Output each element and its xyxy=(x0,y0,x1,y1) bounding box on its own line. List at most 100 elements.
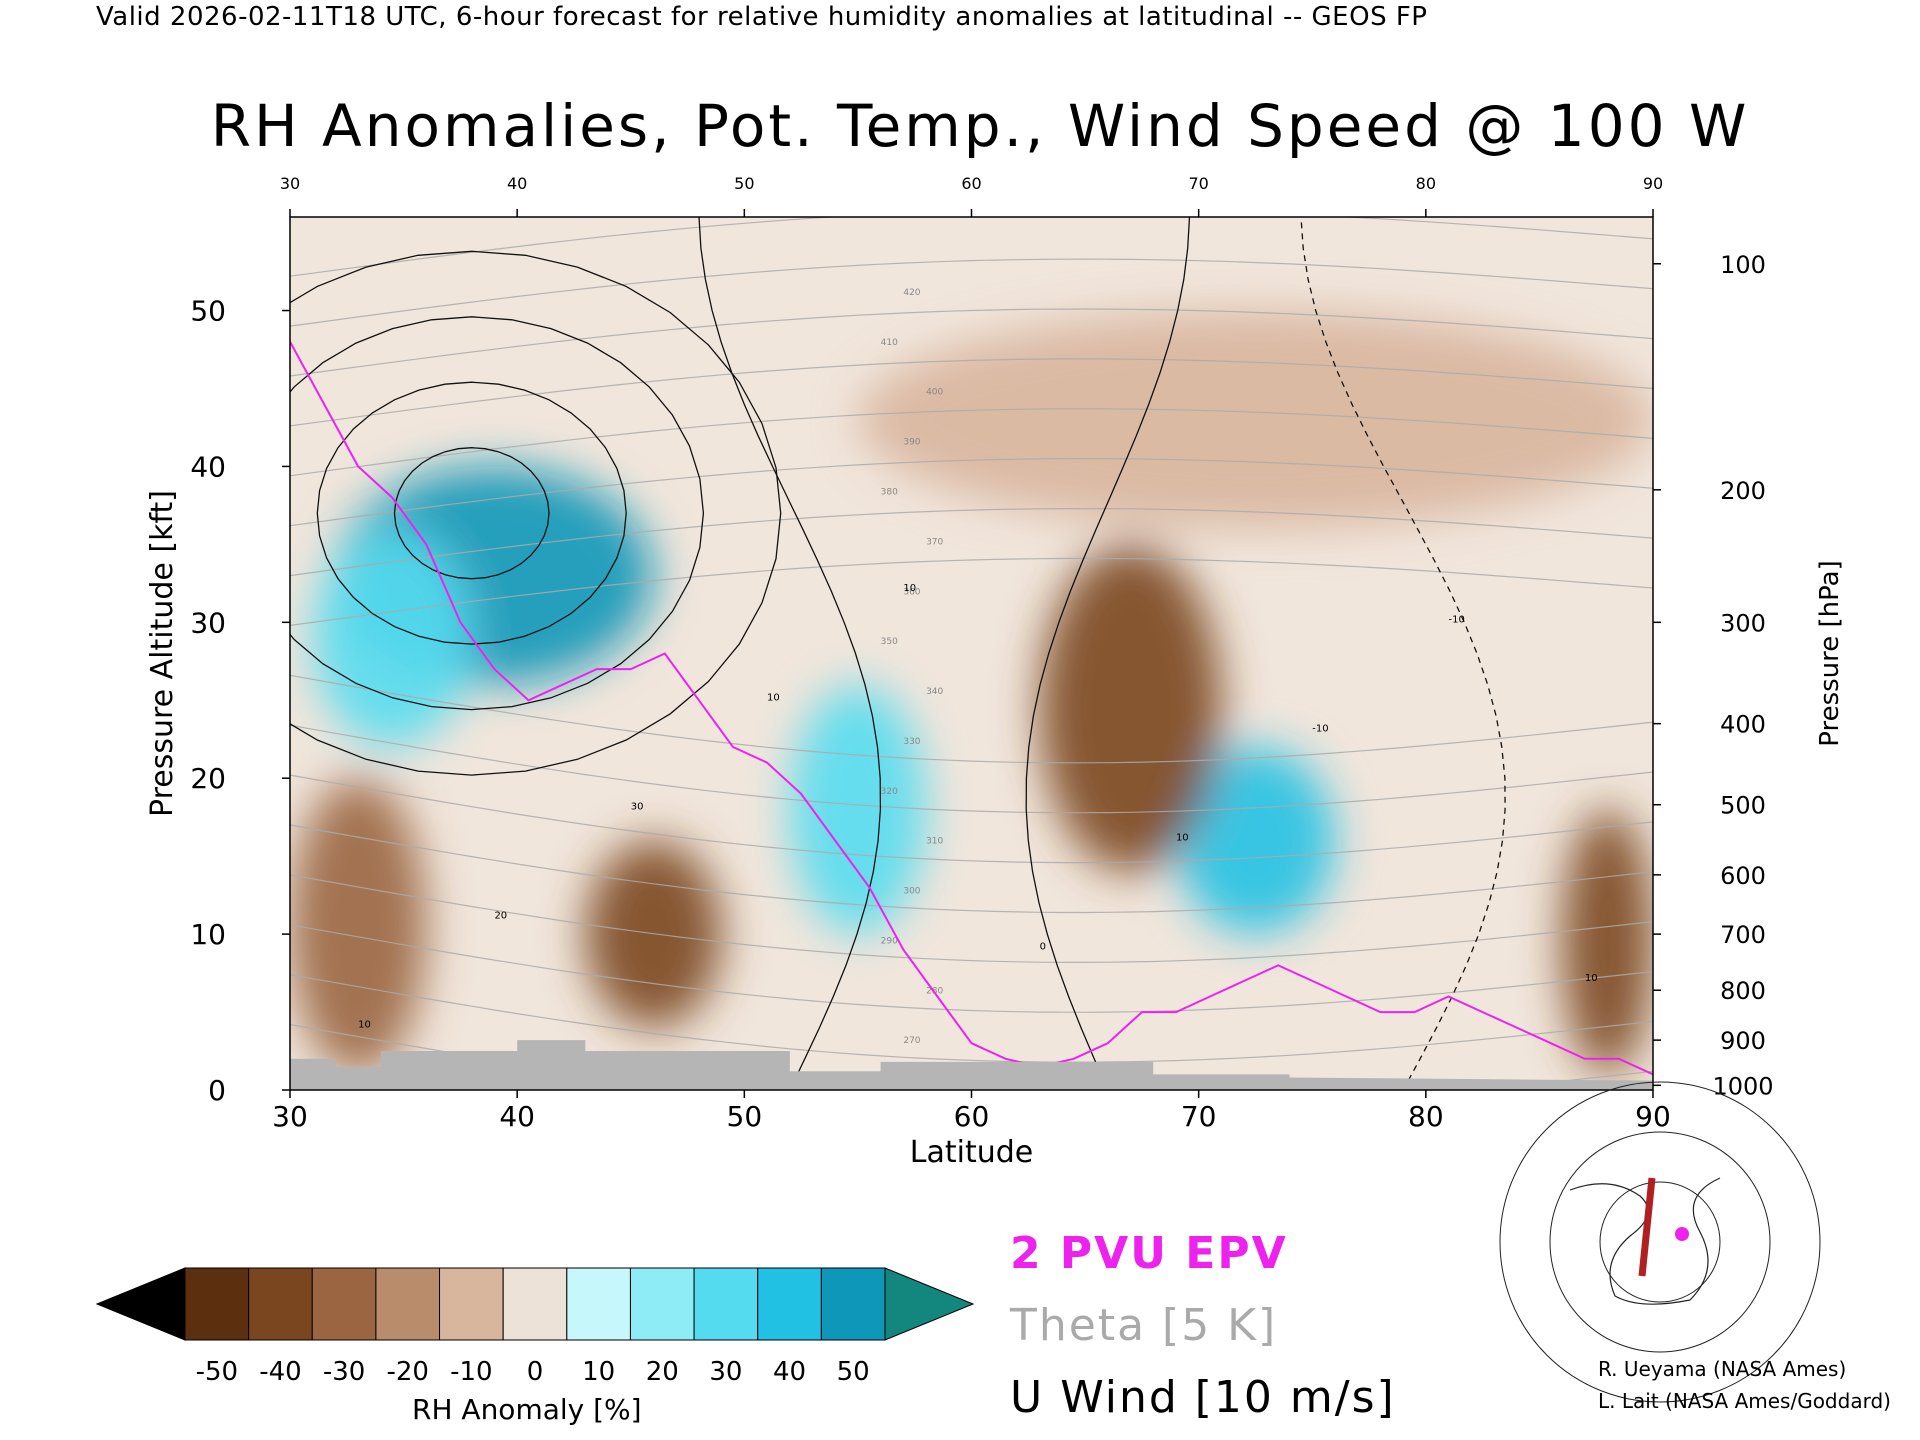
colorbar-tick-label: 40 xyxy=(773,1357,806,1387)
u-wind-contour xyxy=(1300,217,1506,1090)
x-tick-label-top: 80 xyxy=(1416,174,1436,193)
colorbar-segment xyxy=(311,1267,377,1341)
y-axis-label: Pressure Altitude [kft] xyxy=(145,490,180,817)
legend-epv: 2 PVU EPV xyxy=(1010,1228,1288,1279)
theta-contour xyxy=(290,508,1653,577)
y-tick-label: 40 xyxy=(190,450,226,483)
u-wind-contour xyxy=(316,381,627,645)
x-tick-label-top: 70 xyxy=(1188,174,1208,193)
chart-title: RH Anomalies, Pot. Temp., Wind Speed @ 1… xyxy=(210,92,1750,160)
theta-contour-label: 360 xyxy=(903,587,920,597)
rh-anomaly-region xyxy=(1175,747,1335,935)
colorbar-tick-label: -30 xyxy=(323,1357,365,1387)
x-tick-label-top: 40 xyxy=(507,174,527,193)
theta-contour-label: 380 xyxy=(881,487,898,497)
pressure-tick-label: 700 xyxy=(1720,921,1766,949)
colorbar-tick-label: -40 xyxy=(259,1357,301,1387)
theta-contour-label: 320 xyxy=(881,787,898,797)
colorbar-tick-label: 30 xyxy=(709,1357,742,1387)
theta-contour-label: 370 xyxy=(926,537,943,547)
y-tick-label: 30 xyxy=(190,606,226,639)
inset-cross-section-line xyxy=(1638,1177,1656,1277)
theta-contour xyxy=(290,824,1653,914)
theta-contour xyxy=(290,358,1653,427)
theta-contour-label: 410 xyxy=(881,338,898,348)
y-tick-label: 20 xyxy=(190,762,226,795)
pressure-tick-label: 900 xyxy=(1720,1027,1766,1055)
u-wind-contour-label: 20 xyxy=(494,911,507,922)
colorbar-segment xyxy=(757,1267,822,1341)
colorbar-segment xyxy=(502,1267,568,1341)
x-tick-label: 30 xyxy=(272,1100,308,1133)
u-wind-contour xyxy=(393,447,550,580)
x-tick-label: 50 xyxy=(727,1100,763,1133)
rh-anomaly-region xyxy=(789,684,927,935)
theta-contour-label: 330 xyxy=(903,737,920,747)
rh-anomaly-region xyxy=(1562,809,1653,1075)
terrain xyxy=(290,1040,1653,1090)
theta-contour xyxy=(290,308,1653,377)
u-wind-contour xyxy=(290,250,782,776)
location-inset-map xyxy=(1499,1081,1821,1403)
colorbar-segment xyxy=(693,1267,759,1341)
theta-contour-label: 310 xyxy=(926,837,943,847)
colorbar-segment xyxy=(184,1267,250,1341)
pressure-tick-label: 500 xyxy=(1720,792,1766,820)
pressure-tick-label: 1000 xyxy=(1712,1072,1773,1100)
credit-line: L. Lait (NASA Ames/Goddard) xyxy=(1598,1389,1891,1413)
x-tick-label: 90 xyxy=(1635,1100,1671,1133)
y2-axis-label: Pressure [hPa] xyxy=(1815,560,1845,747)
colorbar-under-arrow xyxy=(95,1267,186,1341)
colorbar-tick-label: 50 xyxy=(837,1357,870,1387)
x-tick-label-top: 90 xyxy=(1643,174,1663,193)
x-axis-label: Latitude xyxy=(910,1135,1033,1170)
colorbar: -50 -40 -30 -20 -10 0 10 20 30 40 50 xyxy=(95,1267,975,1387)
theta-contour-label: 420 xyxy=(903,288,920,298)
theta-contour-label: 400 xyxy=(926,388,943,398)
rh-anomaly-region xyxy=(1039,544,1222,872)
x-tick-label: 60 xyxy=(954,1100,990,1133)
pressure-tick-label: 400 xyxy=(1720,711,1766,739)
x-tick-label-top: 50 xyxy=(734,174,754,193)
theta-contour-label: 340 xyxy=(926,687,943,697)
pressure-tick-label: 200 xyxy=(1720,477,1766,505)
colorbar-tick-label: 20 xyxy=(646,1357,679,1387)
u-wind-contour-label: 10 xyxy=(1176,833,1189,844)
pressure-tick-label: 800 xyxy=(1720,977,1766,1005)
pressure-tick-label: 600 xyxy=(1720,862,1766,890)
theta-contour xyxy=(290,408,1653,477)
colorbar-segment xyxy=(820,1267,886,1341)
credits: R. Ueyama (NASA Ames) L. Lait (NASA Ames… xyxy=(1598,1353,1891,1417)
x-tick-label: 40 xyxy=(499,1100,535,1133)
u-wind-contour-label: -10 xyxy=(1449,614,1465,625)
rh-anomaly-region xyxy=(857,310,1653,529)
legend-theta: Theta [5 K] xyxy=(1010,1300,1278,1351)
rh-anomaly-region xyxy=(290,778,427,1075)
epv-contour xyxy=(290,341,1653,1076)
inset-latitude-circle xyxy=(1549,1131,1771,1353)
theta-contour xyxy=(290,774,1653,864)
rh-anomaly-region xyxy=(312,528,472,748)
x-tick-label: 80 xyxy=(1408,1100,1444,1133)
legend-wind: U Wind [10 m/s] xyxy=(1010,1372,1396,1423)
colorbar-label: RH Anomaly [%] xyxy=(412,1393,642,1426)
colorbar-tick-label: 10 xyxy=(582,1357,615,1387)
u-wind-contour-label: 10 xyxy=(358,1020,371,1031)
theta-contour xyxy=(290,217,1653,277)
colorbar-tick-label: -50 xyxy=(196,1357,238,1387)
colorbar-tick-label: -10 xyxy=(450,1357,492,1387)
theta-contour-label: 300 xyxy=(903,887,920,897)
y-tick-label: 0 xyxy=(208,1074,226,1107)
colorbar-segment xyxy=(375,1267,441,1341)
u-wind-contour-label: 10 xyxy=(903,583,916,594)
theta-contour-label: 270 xyxy=(903,1036,920,1046)
theta-contour-label: 390 xyxy=(903,438,920,448)
u-wind-contour-label: 0 xyxy=(1040,942,1046,953)
inset-latitude-circle xyxy=(1599,1181,1721,1303)
theta-contour xyxy=(290,924,1653,1013)
colorbar-over-arrow xyxy=(884,1267,975,1341)
u-wind-contour xyxy=(698,217,882,1090)
theta-contour xyxy=(290,974,1653,1063)
colorbar-segment xyxy=(629,1267,695,1341)
